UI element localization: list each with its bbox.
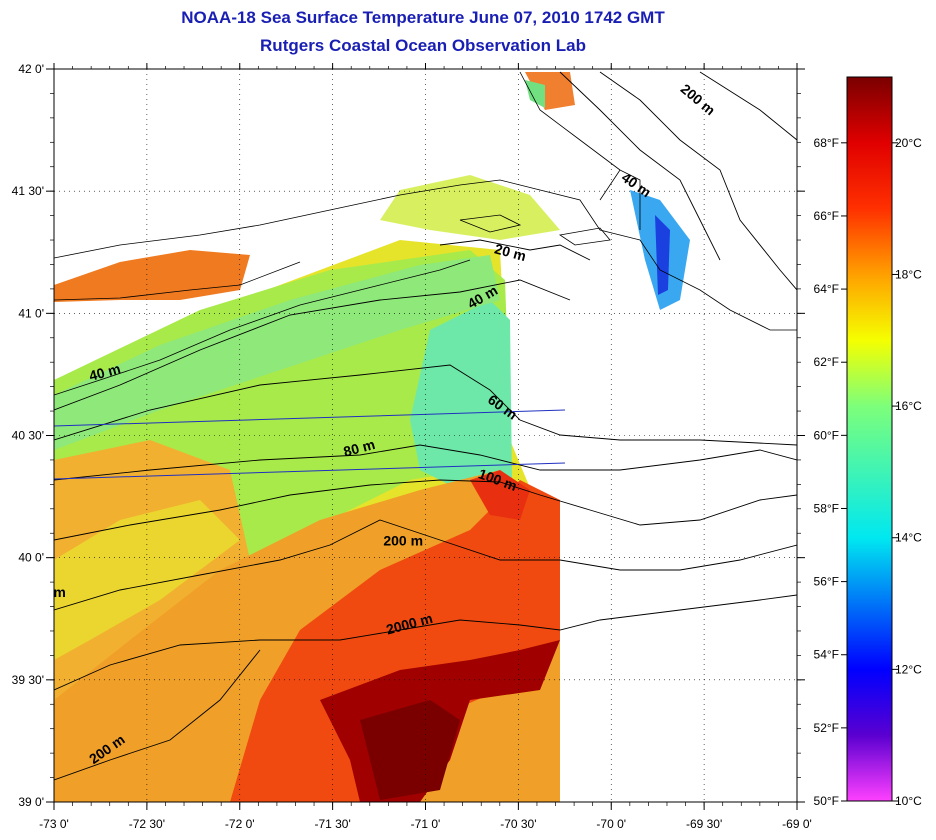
track-line-north — [54, 409, 566, 427]
lat-tick-label: 40 0' — [18, 551, 44, 565]
lon-tick-label: -70 30' — [500, 817, 536, 831]
contour-20m — [439, 239, 591, 261]
sst-inshore-green — [54, 255, 500, 450]
colorbar-f-label: 54°F — [814, 648, 839, 662]
colorbar-celsius-labels: 20°C 18°C 16°C 14°C 12°C 10°C — [892, 136, 922, 808]
contour-200m — [54, 519, 797, 611]
contour-80m — [54, 444, 797, 481]
lat-tick-label: 40 30' — [12, 429, 44, 443]
lon-tick-label: -71 0' — [411, 817, 441, 831]
coastlines — [54, 71, 797, 396]
lat-tick-label: 41 30' — [12, 184, 44, 198]
colorbar-f-label: 60°F — [814, 428, 839, 442]
colorbar-c-label: 12°C — [895, 662, 922, 676]
contour-2000m — [54, 594, 797, 691]
colorbar-f-label: 68°F — [814, 136, 839, 150]
colorbar-f-label: 52°F — [814, 721, 839, 735]
cape-cod-hook — [599, 169, 641, 230]
lat-tick-label: 39 0' — [18, 795, 44, 809]
colorbar-f-label: 64°F — [814, 282, 839, 296]
sst-cape-blue — [655, 215, 670, 295]
lon-tick-label: -73 0' — [39, 817, 69, 831]
colorbar-f-label: 56°F — [814, 575, 839, 589]
graticule — [54, 69, 797, 802]
contour-label: m — [53, 584, 65, 600]
colorbar-c-label: 14°C — [895, 531, 922, 545]
contour-label: 200 m — [383, 532, 423, 548]
contour-gom-200m — [599, 71, 797, 291]
lat-tick-label: 42 0' — [18, 62, 44, 76]
colorbar-c-label: 10°C — [895, 794, 922, 808]
contour-label: 20 m — [493, 240, 528, 264]
lon-tick-label: -69 30' — [686, 817, 722, 831]
massachusetts-coast — [519, 71, 621, 171]
map-title: NOAA-18 Sea Surface Temperature June 07,… — [181, 8, 665, 27]
contour-40m-north — [54, 279, 571, 411]
sst-massbay — [525, 72, 575, 110]
ct-coast — [54, 179, 541, 259]
colorbar-f-label: 66°F — [814, 209, 839, 223]
colorbar — [846, 76, 893, 802]
lon-tick-label: -69 0' — [782, 817, 812, 831]
colorbar-c-label: 20°C — [895, 136, 922, 150]
colorbar-f-label: 62°F — [814, 355, 839, 369]
contour-label: 80 m — [342, 436, 377, 460]
contour-label: 40 m — [87, 360, 122, 384]
map-subtitle: Rutgers Coastal Ocean Observation Lab — [260, 36, 586, 55]
long-island-north — [54, 261, 301, 301]
sst-massbay-green — [525, 80, 545, 108]
lon-tick-label: -72 30' — [129, 817, 165, 831]
sst-darkred-core — [360, 700, 460, 800]
sst-imagery — [54, 69, 797, 802]
colorbar-f-label: 58°F — [814, 501, 839, 515]
track-line-south — [54, 462, 566, 480]
sst-eddy-red — [470, 470, 530, 520]
cape-cod — [539, 189, 797, 331]
contour-south — [54, 649, 261, 781]
colorbar-f-label: 50°F — [814, 794, 839, 808]
contour-60m — [54, 364, 797, 446]
contour-100m — [54, 479, 797, 541]
islands — [459, 214, 611, 246]
latitude-axis: 42 0' 41 30' 41 0' 40 30' 40 0' 39 30' 39 0' — [12, 62, 805, 809]
colorbar-fahrenheit-labels: 68°F 66°F 64°F 62°F 60°F 58°F 56°F 54°F 52°F 50°F — [814, 136, 847, 808]
contour-gom-40m — [559, 71, 721, 261]
lon-tick-label: -72 0' — [225, 817, 255, 831]
long-island-coast — [54, 259, 471, 396]
lon-tick-label: -71 30' — [314, 817, 350, 831]
lat-tick-label: 41 0' — [18, 306, 44, 320]
lon-tick-label: -70 0' — [596, 817, 626, 831]
contour-gom-deep — [699, 71, 797, 141]
longitude-axis: -73 0' -72 30' -72 0' -71 30' -71 0' -70 30' -… — [39, 63, 812, 831]
colorbar-c-label: 16°C — [895, 399, 922, 413]
lat-tick-label: 39 30' — [12, 673, 44, 687]
sst-slope-red — [230, 480, 560, 802]
sst-shelf-cyan — [410, 300, 512, 495]
satellite-tracks — [54, 409, 566, 480]
bathymetry-contours — [54, 71, 797, 781]
colorbar-c-label: 18°C — [895, 267, 922, 281]
